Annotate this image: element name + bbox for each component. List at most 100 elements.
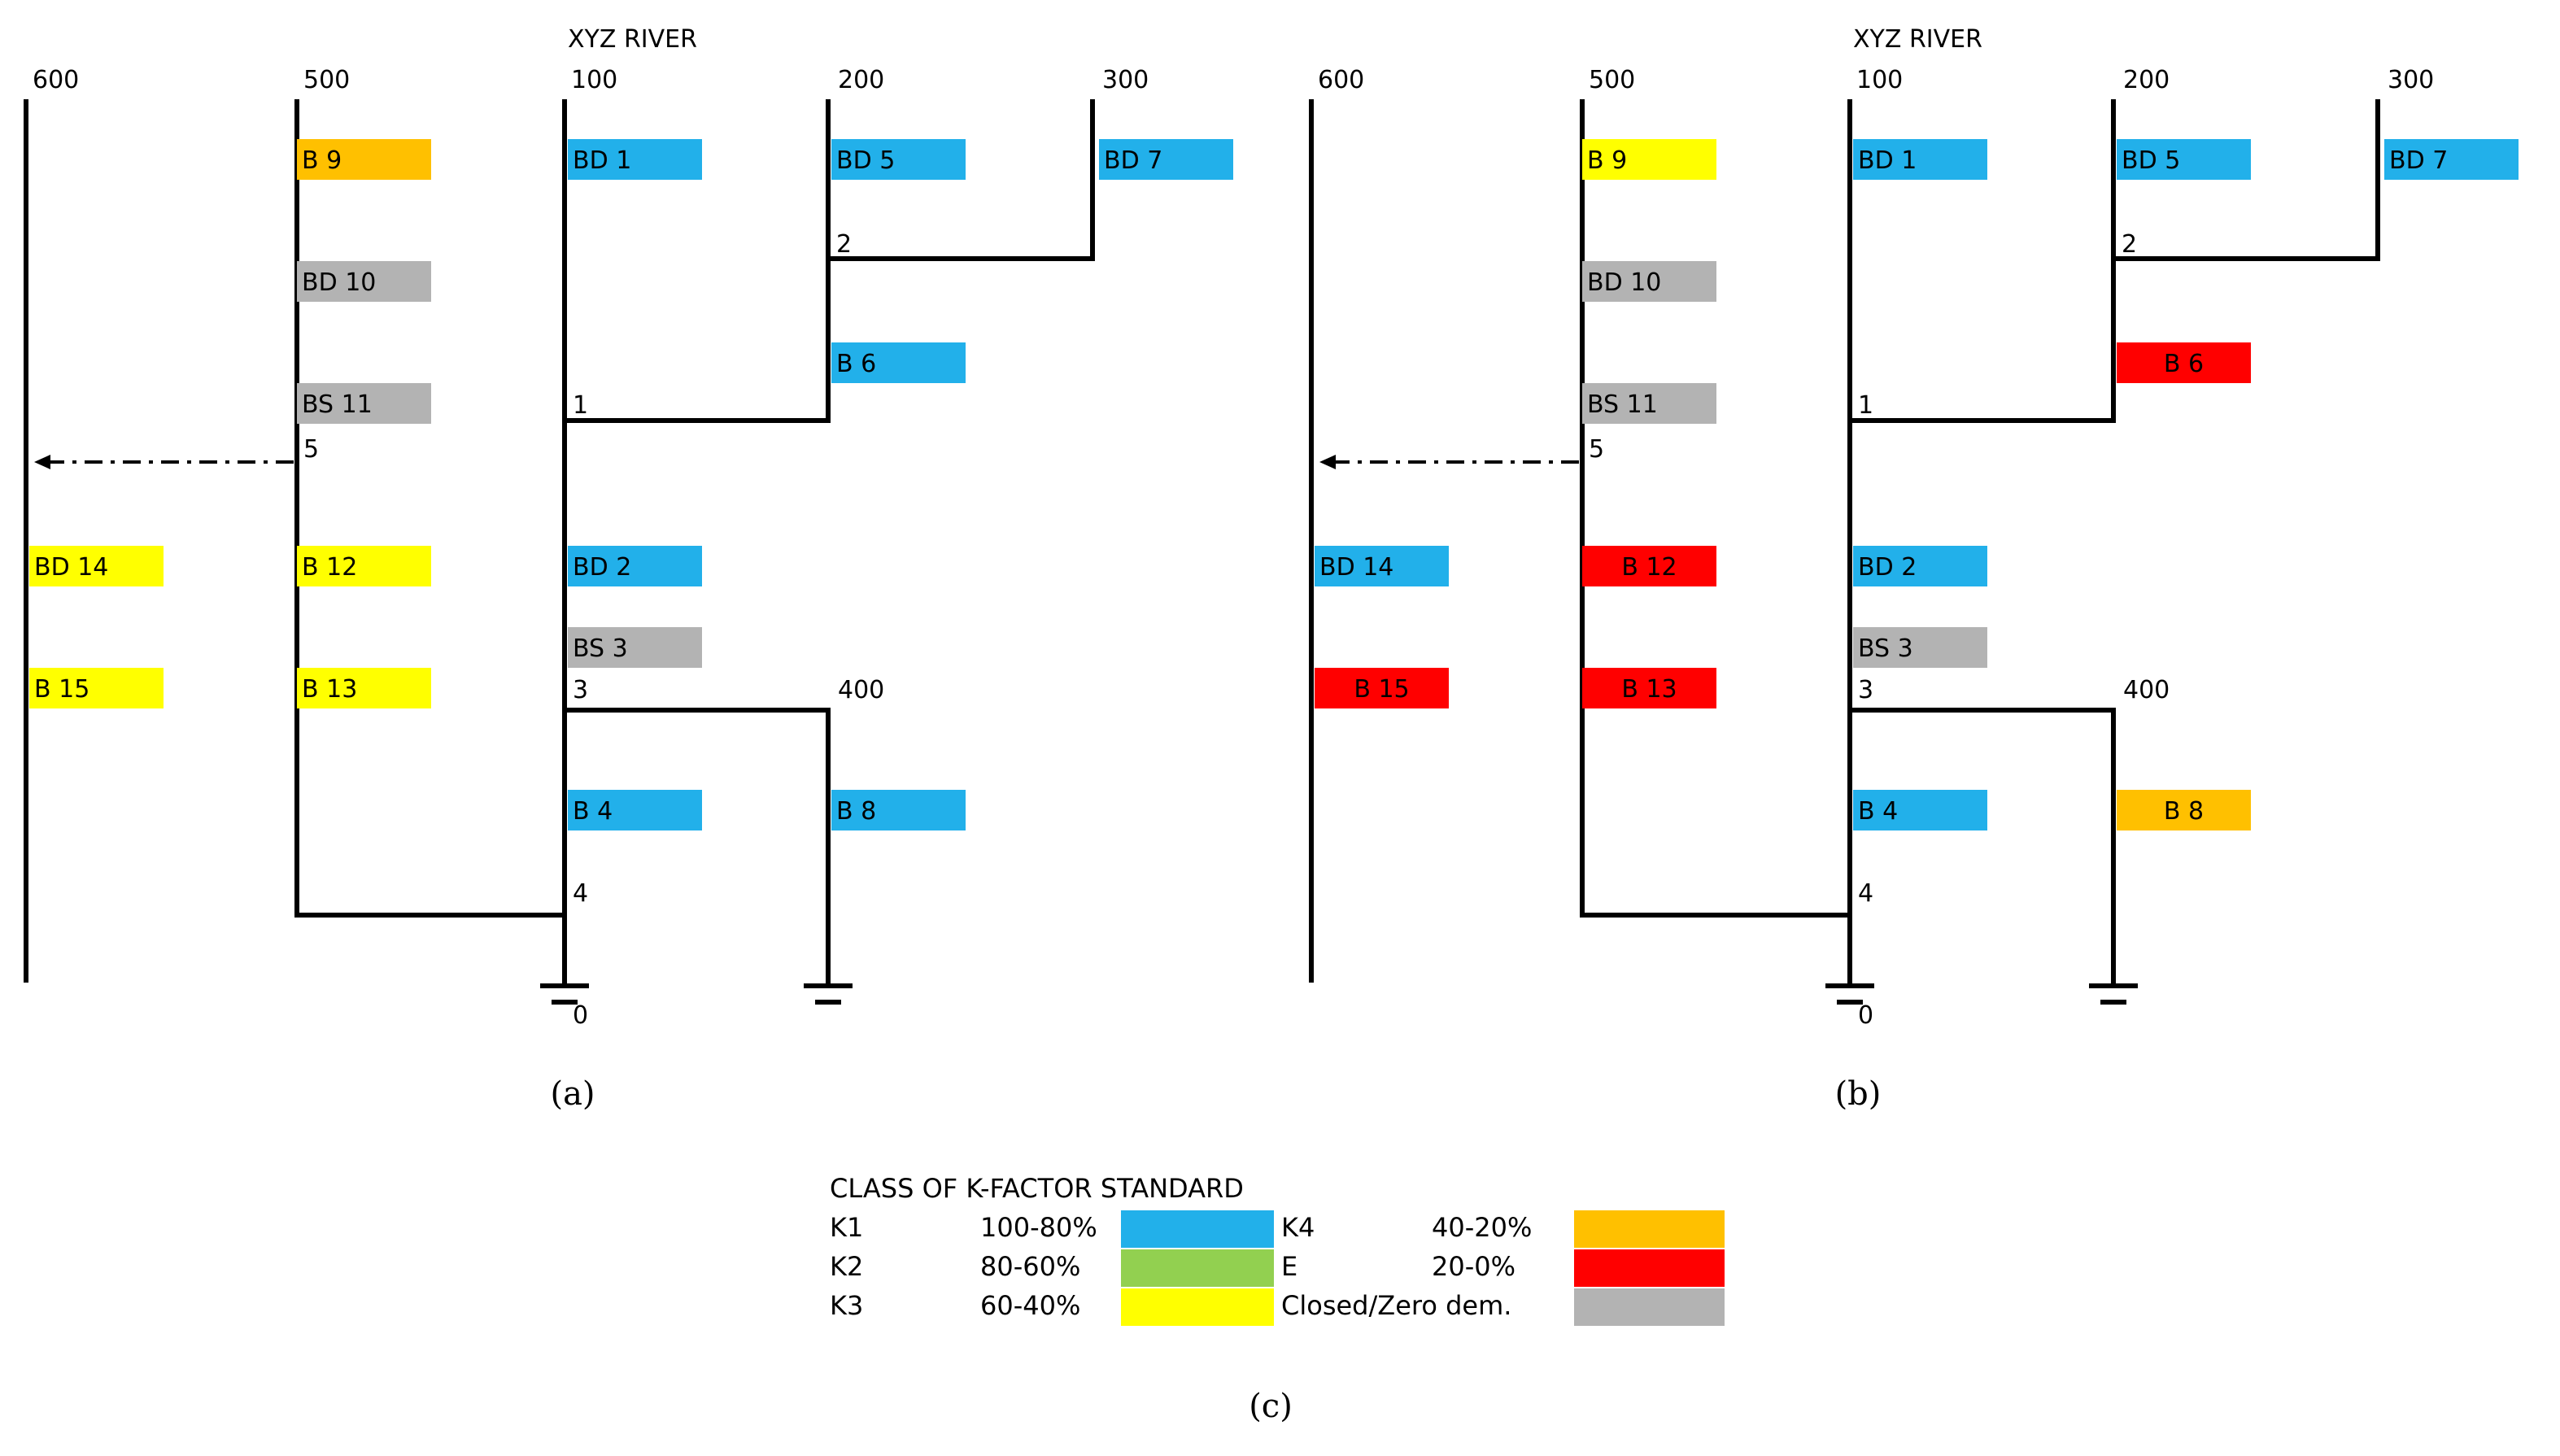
river-number: 100 [1856,66,1903,94]
junction-number: 5 [1589,435,1604,464]
legend-code-k4: K4 [1281,1212,1315,1243]
legend-range-k2: 80-60% [980,1251,1080,1282]
station-label: BS 11 [1587,390,1658,419]
junction-number: 3 [573,676,588,704]
station-box [1315,546,1449,586]
station-box [297,546,431,586]
river-number: 300 [2388,66,2434,94]
legend-code-k2: K2 [830,1251,863,1282]
station-box [1582,546,1716,586]
river-number: 400 [838,676,884,704]
station-box [1582,261,1716,302]
panel-b: XYZ RIVER 600 500 100 200 300 400 2 1 5 3 4 0 B 9 BD 1… [1309,25,2519,1113]
station-label: B 8 [836,797,876,826]
river-number: 600 [1318,66,1364,94]
panel-a: XYZ RIVER 600 500 100 200 300 400 2 1 5 3 4 0 B 9 BD 1… [24,25,1233,1113]
station-box [297,668,431,708]
station-box [297,261,431,302]
station-box [2117,790,2251,830]
station-label: BD 2 [1858,553,1917,582]
junction-number: 2 [836,230,852,259]
river-number: 600 [33,66,79,94]
station-label: BD 5 [836,146,895,175]
legend-range-e: 20-0% [1432,1251,1516,1282]
station-box [297,139,431,180]
station-label: BD 10 [302,268,376,297]
station-label: BD 10 [1587,268,1661,297]
station-label: B 12 [1621,553,1677,582]
station-label: BD 2 [573,553,631,582]
station-box [831,139,966,180]
station-box [831,790,966,830]
legend-range-k1: 100-80% [980,1212,1097,1243]
river-number: 400 [2123,676,2170,704]
junction-number: 5 [303,435,319,464]
station-box [1582,139,1716,180]
station-label: BS 11 [302,390,373,419]
station-label: BD 14 [34,553,108,582]
station-box [1099,139,1233,180]
station-label: B 12 [302,553,357,582]
station-box [568,790,702,830]
station-box [2384,139,2519,180]
river-line-200 [565,99,831,423]
junction-number: 1 [573,391,588,420]
station-box [1315,668,1449,708]
river-title: XYZ RIVER [568,25,697,54]
caption-c: (c) [1249,1388,1293,1425]
river-number: 500 [303,66,350,94]
river-line-500 [1580,99,1850,918]
river-number: 100 [571,66,617,94]
station-label: BD 5 [2122,146,2180,175]
station-label: B 4 [573,797,613,826]
station-box [568,546,702,586]
panel-caption: (b) [1835,1075,1882,1113]
station-box [1582,383,1716,424]
station-label: B 15 [34,675,89,704]
river-number: 500 [1589,66,1635,94]
river-line-300 [828,99,1095,261]
legend-code-closed: Closed/Zero dem. [1281,1290,1511,1321]
junction-number: 0 [573,1001,588,1030]
legend-code-k1: K1 [830,1212,863,1243]
river-line-500 [294,99,565,918]
legend-title: CLASS OF K-FACTOR STANDARD [830,1173,1244,1204]
station-box [29,546,164,586]
river-line-300 [2113,99,2380,261]
junction-number: 0 [1858,1001,1873,1030]
station-box [1582,668,1716,708]
station-box [1853,546,1987,586]
station-box [568,627,702,668]
junction-number: 2 [2122,230,2137,259]
station-label: B 6 [2164,350,2204,378]
station-box [29,668,164,708]
junction-number: 3 [1858,676,1873,704]
station-label: B 6 [836,350,876,378]
station-box [1853,139,1987,180]
station-label: B 15 [1354,675,1409,704]
station-box [2117,342,2251,383]
station-label: BD 7 [1104,146,1162,175]
station-label: B 8 [2164,797,2204,826]
river-number: 200 [2123,66,2170,94]
station-box [1853,790,1987,830]
junction-number: 4 [573,879,588,908]
station-label: BD 1 [573,146,631,175]
legend-swatch-k1 [1121,1210,1274,1248]
legend-range-k3: 60-40% [980,1290,1080,1321]
legend-swatch-closed [1574,1288,1725,1326]
station-box [1853,627,1987,668]
arrow-head-icon [34,455,50,469]
river-line-400 [565,708,831,986]
station-box [831,342,966,383]
station-box [2117,139,2251,180]
river-line-400 [1850,708,2116,986]
legend-swatch-k2 [1121,1249,1274,1287]
station-box [297,383,431,424]
legend-code-e: E [1281,1251,1297,1282]
legend-swatch-k3 [1121,1288,1274,1326]
junction-number: 1 [1858,391,1873,420]
legend-code-k3: K3 [830,1290,863,1321]
river-line-200 [1850,99,2116,423]
